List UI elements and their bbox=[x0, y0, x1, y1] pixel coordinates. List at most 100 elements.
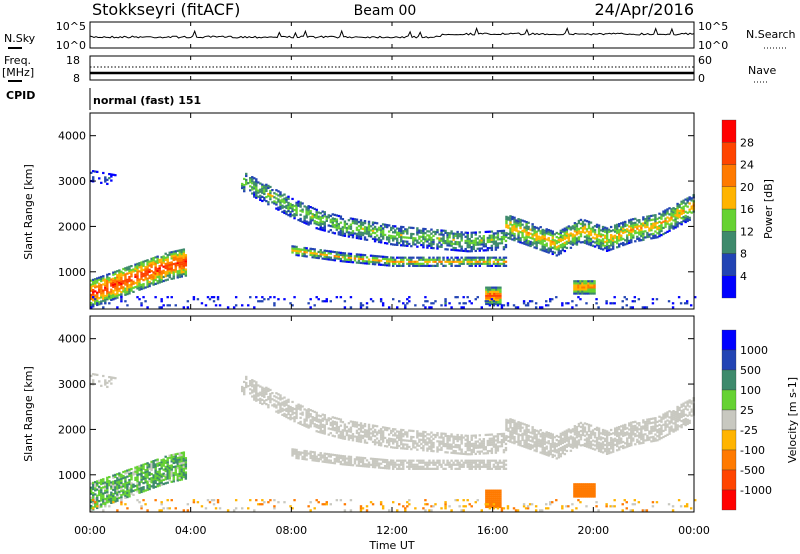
power-cell bbox=[484, 243, 488, 246]
power-cell bbox=[640, 232, 643, 236]
power-cell bbox=[487, 286, 490, 289]
velocity-cell bbox=[172, 457, 175, 460]
power-cell bbox=[494, 256, 498, 259]
power-cell bbox=[347, 233, 351, 236]
velocity-cell bbox=[478, 461, 481, 464]
power-cell bbox=[357, 261, 361, 264]
power-cell bbox=[178, 251, 181, 254]
velocity-cell bbox=[339, 460, 343, 464]
velocity-cell bbox=[543, 434, 546, 437]
power-cell bbox=[652, 214, 655, 217]
power-cell bbox=[577, 288, 580, 291]
velocity-cell bbox=[375, 437, 379, 440]
velocity-cell bbox=[142, 463, 145, 466]
power-cell bbox=[327, 224, 330, 227]
velocity-cell bbox=[387, 443, 391, 446]
velocity-cell bbox=[251, 383, 254, 386]
power-cell bbox=[126, 286, 129, 290]
power-cell bbox=[170, 271, 173, 274]
velocity-cell bbox=[373, 466, 377, 469]
power-cell bbox=[261, 191, 264, 194]
power-cell bbox=[126, 282, 129, 285]
power-cell bbox=[400, 229, 403, 233]
power-cell bbox=[565, 246, 569, 250]
velocity-cell bbox=[486, 465, 490, 468]
power-cell bbox=[519, 226, 522, 230]
velocity-cell bbox=[452, 445, 455, 448]
power-cell bbox=[684, 218, 687, 222]
velocity-cell bbox=[349, 430, 353, 433]
power-cell bbox=[500, 262, 504, 265]
power-cell bbox=[299, 248, 302, 251]
velocity-cell bbox=[373, 464, 377, 467]
power-cell bbox=[678, 203, 681, 206]
velocity-cell bbox=[142, 477, 145, 481]
power-cell bbox=[422, 242, 425, 245]
velocity-cell bbox=[156, 476, 159, 480]
velocity-cell bbox=[490, 467, 494, 470]
power-cell bbox=[138, 282, 141, 285]
velocity-cell bbox=[184, 459, 188, 462]
power-cell bbox=[283, 209, 286, 213]
power-cell bbox=[335, 220, 339, 223]
power-cell bbox=[90, 301, 93, 305]
velocity-cell bbox=[460, 452, 463, 455]
power-cell bbox=[339, 296, 343, 299]
velocity-cell bbox=[541, 433, 544, 437]
power-cell bbox=[140, 302, 143, 305]
velocity-cell bbox=[152, 462, 155, 465]
velocity-cell bbox=[126, 487, 129, 491]
power-cell bbox=[406, 242, 409, 245]
power-cell bbox=[581, 228, 585, 232]
power-cell bbox=[666, 230, 669, 233]
power-cell bbox=[319, 220, 322, 223]
velocity-cell bbox=[406, 431, 409, 434]
velocity-cell bbox=[261, 390, 264, 393]
power-cell bbox=[517, 230, 520, 233]
velocity-cell bbox=[321, 423, 324, 426]
power-cell bbox=[108, 172, 111, 176]
velocity-cell bbox=[468, 459, 471, 462]
velocity-cell bbox=[146, 486, 149, 489]
power-cell bbox=[492, 234, 496, 237]
power-cell bbox=[124, 267, 127, 270]
power-cell bbox=[611, 229, 615, 232]
power-cell bbox=[585, 290, 588, 293]
power-cell bbox=[402, 240, 405, 243]
power-cell bbox=[363, 236, 367, 239]
power-cell bbox=[255, 196, 258, 199]
power-cell bbox=[638, 239, 641, 242]
velocity-cell bbox=[118, 484, 121, 487]
power-cell bbox=[601, 242, 605, 245]
power-cell bbox=[444, 248, 447, 251]
velocity-cell bbox=[184, 457, 188, 460]
velocity-cell bbox=[389, 429, 393, 432]
velocity-cell bbox=[525, 444, 528, 447]
velocity-cell bbox=[313, 457, 316, 460]
power-cell bbox=[430, 244, 433, 248]
velocity-cell bbox=[371, 459, 375, 463]
power-cell bbox=[650, 222, 653, 226]
power-cell bbox=[472, 258, 475, 261]
velocity-cell bbox=[422, 465, 425, 468]
power-cell bbox=[394, 231, 397, 234]
power-cell bbox=[104, 288, 107, 291]
velocity-cell bbox=[400, 461, 403, 464]
velocity-cell bbox=[118, 478, 121, 481]
velocity-cell bbox=[90, 496, 93, 500]
velocity-cell bbox=[525, 432, 528, 435]
velocity-cell bbox=[347, 430, 351, 433]
power-cell bbox=[116, 284, 119, 287]
power-cell bbox=[585, 286, 588, 289]
power-cell bbox=[142, 264, 145, 267]
power-cell bbox=[511, 217, 514, 221]
velocity-cell bbox=[500, 434, 504, 438]
power-cell bbox=[124, 277, 127, 280]
power-cell bbox=[142, 274, 145, 278]
power-cell bbox=[158, 271, 161, 274]
power-cell bbox=[160, 272, 163, 275]
power-cell bbox=[585, 280, 588, 283]
velocity-cell bbox=[547, 440, 550, 443]
power-cell bbox=[442, 264, 445, 267]
power-cell bbox=[392, 298, 395, 301]
